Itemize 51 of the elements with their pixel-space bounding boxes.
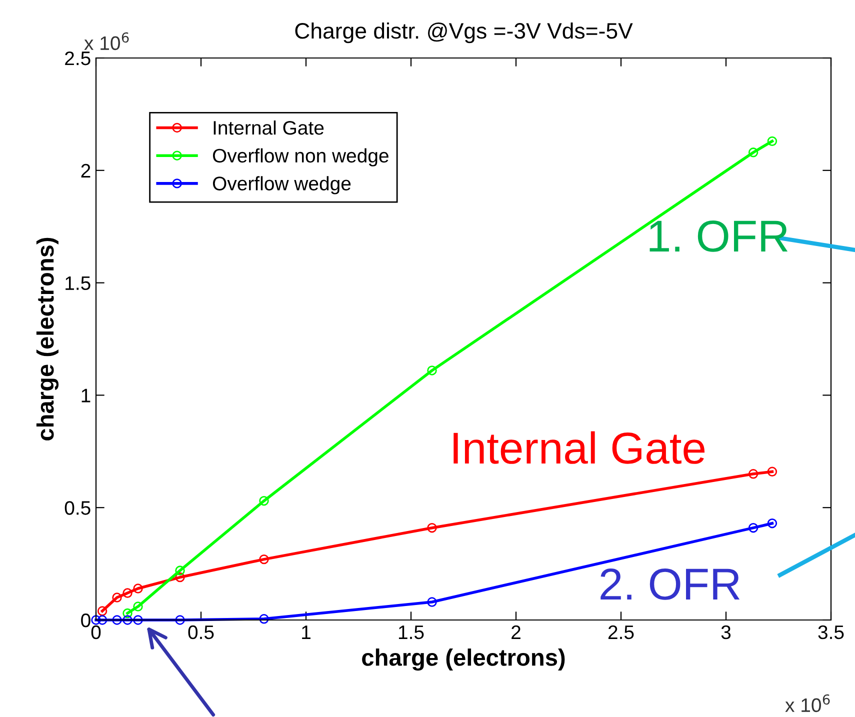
- point: [259, 496, 269, 506]
- annotation: Internal Gate: [454, 431, 705, 464]
- annotation: 1. OFR: [650, 220, 788, 252]
- point: [427, 597, 437, 607]
- point: [748, 522, 758, 533]
- annotation: 2. OFR: [600, 568, 740, 600]
- point: [133, 615, 143, 625]
- y-tick-label: 1: [82, 388, 90, 402]
- x-tick-label: 3: [721, 625, 731, 640]
- x-tick-label: 2.5: [608, 625, 634, 640]
- point: [767, 466, 778, 476]
- point: [122, 615, 132, 625]
- point: [97, 615, 108, 625]
- x-tick-label: 0: [91, 625, 101, 640]
- point: [97, 606, 108, 616]
- point: [175, 566, 185, 576]
- point: [133, 584, 143, 594]
- y-tick-label: 2.5: [65, 51, 90, 66]
- text: x 10$^{6}$: [84, 32, 129, 50]
- point: [122, 588, 132, 598]
- point: [175, 615, 185, 625]
- point: [427, 522, 437, 533]
- x-axis-title: charge (electrons): [362, 648, 565, 671]
- point: [122, 608, 132, 618]
- text: x 10$^{6}$: [785, 694, 830, 712]
- y-tick-label: 0: [81, 613, 90, 628]
- y-tick-label: 2: [81, 164, 90, 178]
- point: [259, 614, 269, 624]
- y-axis-title: charge (electrons): [36, 238, 59, 440]
- x-tick-label: 2: [512, 625, 520, 639]
- point: [767, 518, 778, 528]
- point: [427, 366, 437, 376]
- x-tick-label: 1.5: [398, 626, 424, 640]
- x-tick-label: 1: [302, 626, 310, 639]
- chart-title: Charge distr. @Vgs =-3V Vds=-5V: [295, 22, 633, 44]
- point: [175, 572, 185, 582]
- point: [133, 602, 143, 612]
- point: [748, 469, 758, 479]
- legend-label: Internal Gate: [214, 120, 324, 135]
- point: [767, 136, 778, 146]
- point: [112, 592, 122, 602]
- x-tick-label: 0.5: [188, 625, 214, 640]
- point: [748, 148, 758, 158]
- y-tick-label: 1.5: [66, 276, 90, 290]
- x-tick-label: 3.5: [818, 625, 844, 640]
- point: [112, 615, 122, 625]
- point: [259, 554, 269, 564]
- legend-label: Overflow non wedge: [212, 148, 388, 166]
- y-tick-label: 0.5: [64, 501, 90, 515]
- legend-label: Overflow wedge: [212, 176, 351, 194]
- point: [91, 615, 101, 625]
